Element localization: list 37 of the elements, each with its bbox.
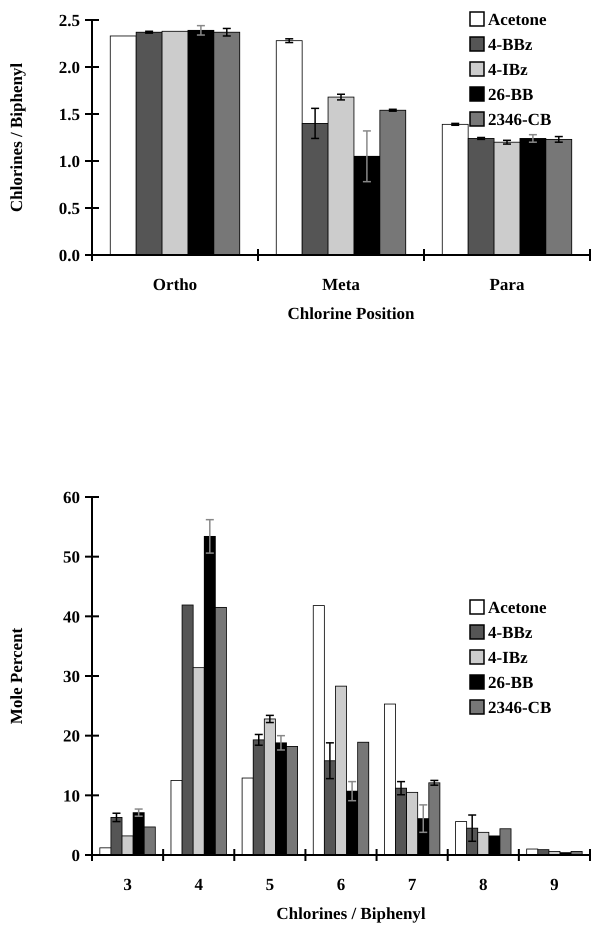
x-tick-label: Ortho [152, 275, 198, 294]
legend-label: 4-BBz [488, 34, 533, 54]
y-tick-label: 2.5 [58, 10, 80, 30]
x-tick-label: 3 [123, 875, 132, 894]
legend-label: 26-BB [488, 84, 534, 104]
x-tick-label: 4 [194, 875, 204, 894]
x-tick-label: 7 [408, 875, 417, 894]
y-tick-label: 50 [63, 548, 80, 567]
legend-label: 2346-CB [488, 698, 552, 717]
y-axis-title: Mole Percent [7, 627, 26, 724]
y-tick-label: 60 [63, 488, 80, 507]
legend-label: 4-IBz [488, 648, 528, 667]
y-tick-label: 1.0 [58, 152, 80, 171]
legend-label: 2346-CB [488, 110, 552, 129]
x-tick-label: 6 [336, 875, 346, 894]
legend-label: Acetone [488, 598, 547, 617]
x-axis-title: Chlorine Position [287, 304, 416, 323]
y-axis-title: Chlorines / Biphenyl [7, 62, 26, 212]
x-tick-label: Para [490, 275, 525, 294]
y-tick-label: 30 [63, 666, 80, 686]
y-tick-label: 0.5 [58, 198, 80, 218]
x-axis-title: Chlorines / Biphenyl [276, 904, 426, 923]
y-tick-label: 20 [63, 726, 80, 746]
y-tick-label: 1.5 [58, 104, 80, 124]
y-tick-label: 2.0 [58, 58, 80, 77]
y-tick-label: 10 [63, 786, 80, 806]
y-tick-label: 0 [72, 846, 80, 865]
legend-label: 4-IBz [488, 60, 528, 79]
y-tick-label: 40 [63, 607, 80, 626]
legend-label: 4-BBz [488, 622, 533, 642]
legend-label: 26-BB [488, 672, 534, 692]
x-tick-label: 5 [266, 875, 274, 894]
legend-label: Acetone [488, 10, 547, 29]
x-tick-label: 8 [479, 875, 488, 894]
y-tick-label: 0.0 [58, 246, 80, 265]
x-tick-label: 9 [550, 875, 559, 894]
x-tick-label: Meta [322, 275, 360, 294]
